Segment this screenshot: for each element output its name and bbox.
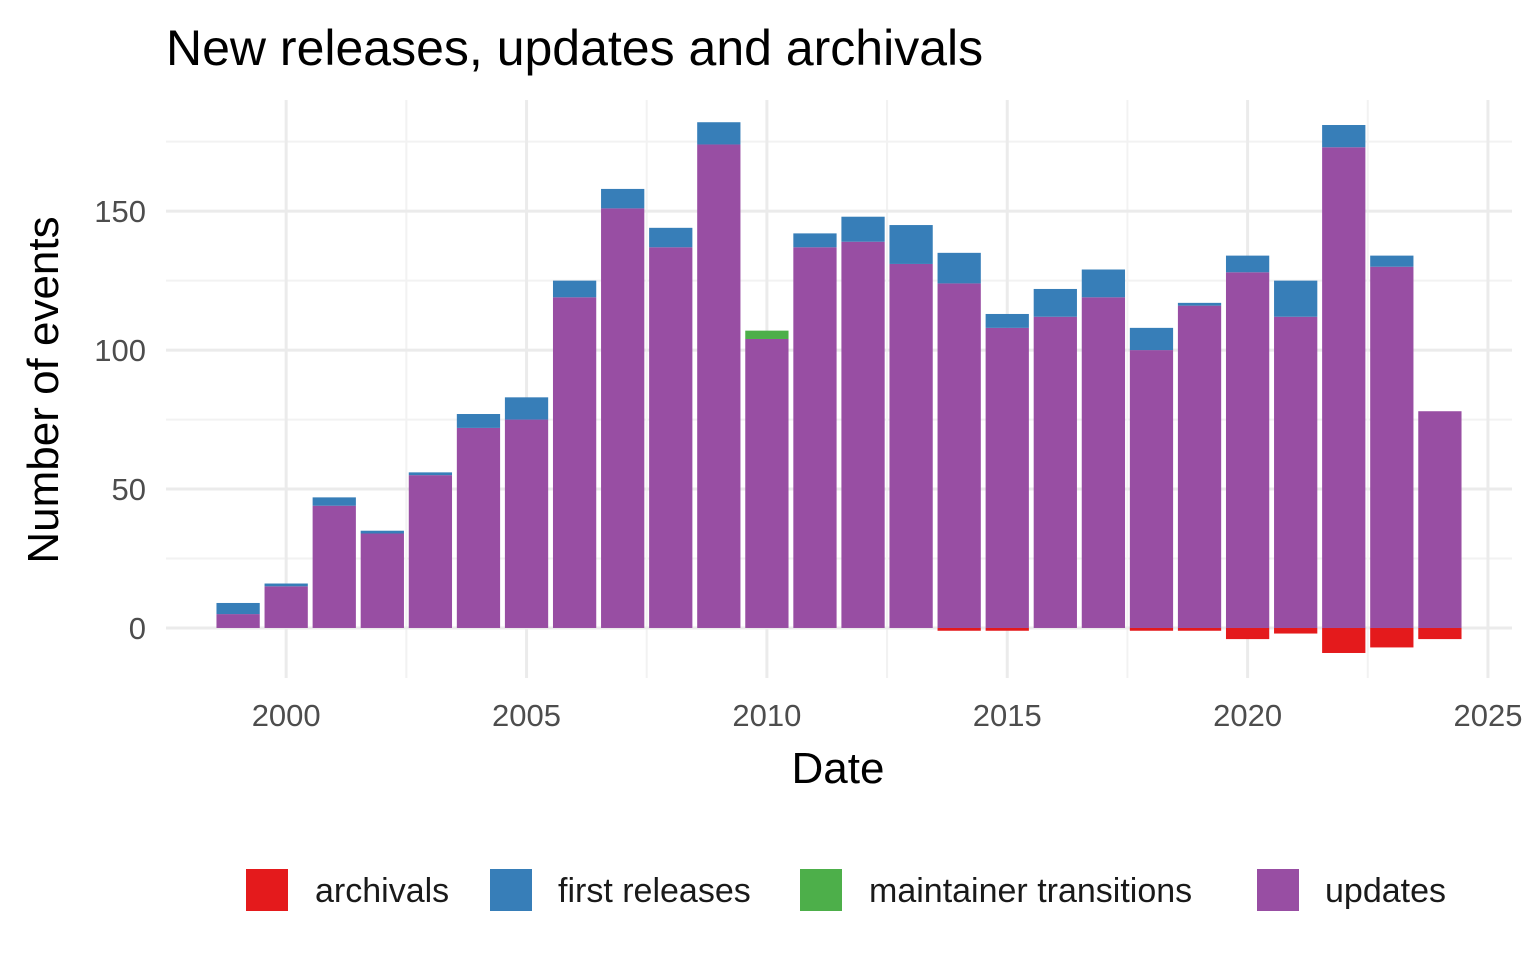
bar-first-releases — [1322, 125, 1366, 148]
bar-first-releases — [1177, 302, 1222, 306]
bar-first-releases — [1370, 255, 1414, 267]
y-tick-label: 0 — [129, 611, 146, 646]
bar-first-releases — [649, 227, 693, 248]
bar-first-releases — [601, 188, 645, 209]
bar-updates — [504, 419, 549, 628]
x-tick-label: 2020 — [1213, 698, 1282, 733]
bar-first-releases — [312, 497, 356, 506]
bar-updates — [1370, 266, 1414, 628]
legend-item-maintainer-transitions: maintainer transitions — [800, 869, 1192, 911]
x-tick-label: 2015 — [973, 698, 1042, 733]
bar-updates — [1129, 350, 1174, 628]
bar-updates — [1322, 147, 1366, 628]
legend-label: first releases — [558, 872, 751, 910]
bar-updates — [408, 475, 453, 628]
bar-updates — [937, 283, 981, 628]
bar-updates — [1274, 316, 1318, 628]
x-tick-label: 2010 — [732, 698, 801, 733]
bar-first-releases — [889, 225, 933, 264]
tick-labels: 2000 2005 2010 2015 2020 2025 0 50 100 150 — [94, 194, 1522, 733]
bar-first-releases — [1033, 288, 1077, 317]
bar-updates — [264, 586, 308, 628]
x-tick-label: 2000 — [252, 698, 321, 733]
bar-first-releases — [408, 472, 453, 476]
bar-first-releases — [456, 414, 501, 428]
bar-first-releases — [937, 252, 981, 284]
bar-updates — [360, 533, 404, 628]
bar-first-releases — [841, 216, 885, 242]
bar-archivals — [985, 627, 1029, 631]
bar-first-releases — [1225, 255, 1270, 273]
legend-key — [490, 869, 532, 911]
bar-updates — [1081, 297, 1126, 628]
bar-updates — [312, 505, 356, 628]
bar-archivals — [1322, 627, 1366, 653]
bar-updates — [601, 208, 645, 628]
legend-item-updates: updates — [1257, 869, 1446, 911]
bar-first-releases — [216, 602, 260, 615]
bar-first-releases — [504, 397, 549, 420]
x-tick-label: 2025 — [1453, 698, 1522, 733]
bar-first-releases — [264, 583, 308, 587]
y-axis-title: Number of events — [19, 216, 68, 563]
bar-archivals — [1177, 627, 1222, 631]
legend-item-archivals: archivals — [246, 869, 449, 911]
bar-maintainer-transitions — [745, 330, 789, 339]
bar-archivals — [1129, 627, 1174, 631]
bar-updates — [841, 241, 885, 628]
legend-label: updates — [1325, 872, 1446, 910]
bar-updates — [697, 144, 741, 628]
bar-updates — [649, 247, 693, 628]
bar-archivals — [1370, 627, 1414, 648]
legend-label: maintainer transitions — [869, 872, 1192, 910]
bar-updates — [1225, 272, 1270, 628]
bar-updates — [456, 427, 501, 628]
bar-first-releases — [1081, 269, 1126, 298]
bar-updates — [1418, 411, 1462, 628]
y-tick-label: 50 — [112, 472, 146, 507]
bar-first-releases — [1274, 280, 1318, 317]
bar-first-releases — [793, 233, 837, 248]
chart-title: New releases, updates and archivals — [166, 20, 983, 76]
legend-label: archivals — [315, 872, 449, 910]
y-tick-label: 150 — [94, 194, 146, 229]
bar-updates — [216, 614, 260, 628]
bar-updates — [1033, 316, 1077, 628]
bar-archivals — [1418, 627, 1462, 640]
y-tick-label: 100 — [94, 333, 146, 368]
bar-first-releases — [552, 280, 597, 298]
bar-archivals — [1225, 627, 1270, 640]
legend-key — [800, 869, 842, 911]
bar-archivals — [937, 627, 981, 631]
bar-updates — [1177, 305, 1222, 628]
bar-archivals — [1274, 627, 1318, 634]
x-axis-title: Date — [792, 744, 885, 793]
bar-updates — [793, 247, 837, 628]
bar-first-releases — [360, 530, 404, 534]
bar-first-releases — [985, 313, 1029, 328]
bar-updates — [745, 338, 789, 628]
legend-key — [246, 869, 288, 911]
x-tick-label: 2005 — [492, 698, 561, 733]
legend: archivals first releases maintainer transi… — [246, 869, 1446, 911]
bar-first-releases — [1129, 327, 1174, 351]
legend-item-first-releases: first releases — [490, 869, 751, 911]
bar-first-releases — [697, 122, 741, 145]
bar-updates — [985, 327, 1029, 628]
bar-updates — [889, 263, 933, 628]
bars — [216, 122, 1462, 653]
bar-updates — [552, 297, 597, 628]
legend-key — [1257, 869, 1299, 911]
